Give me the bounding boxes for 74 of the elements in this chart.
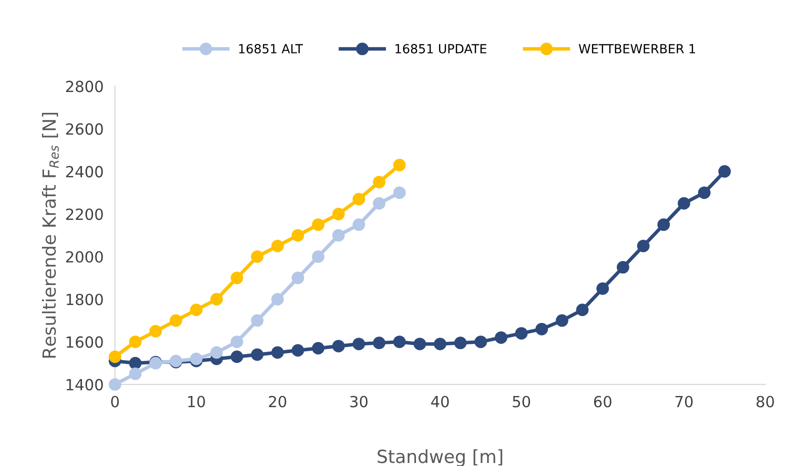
point: [698, 186, 711, 199]
y-tick-label: 1600: [66, 336, 103, 348]
point: [271, 292, 284, 306]
point: [312, 250, 324, 263]
point: [393, 336, 406, 348]
y-tick-label: 2200: [66, 208, 103, 220]
point: [129, 368, 142, 380]
point: [332, 208, 345, 220]
point: [271, 240, 284, 252]
point: [393, 186, 406, 199]
point: [332, 340, 345, 352]
x-tick-label: 60: [594, 396, 612, 408]
point: [312, 342, 324, 354]
x-tick-label: 40: [431, 396, 449, 408]
point: [474, 336, 488, 348]
point: [230, 336, 244, 348]
point: [230, 350, 244, 364]
point: [596, 282, 609, 295]
point: [332, 229, 345, 242]
point: [556, 314, 568, 327]
point: [129, 336, 142, 348]
x-tick-label: 70: [675, 396, 693, 408]
point: [210, 346, 223, 359]
y-axis-title: Resultierende Kraft F$_{Res}$ [N]: [42, 112, 59, 358]
point: [292, 344, 304, 357]
point: [170, 314, 182, 327]
y-tick-label: 1400: [66, 378, 103, 390]
point: [190, 304, 203, 316]
point: [372, 176, 386, 188]
point: [210, 292, 223, 306]
y-tick-label: 2600: [66, 123, 103, 135]
point: [312, 218, 324, 231]
point: [352, 218, 366, 231]
point: [515, 327, 528, 340]
point: [108, 378, 122, 391]
y-tick-label: 2400: [66, 166, 103, 178]
x-tick-label: 80: [756, 396, 774, 408]
point: [718, 165, 731, 178]
x-tick-label: 10: [188, 396, 205, 408]
point: [372, 336, 386, 350]
legend-label: 16851 UPDATE: [396, 44, 486, 54]
x-tick-label: 0: [111, 396, 119, 408]
point: [637, 240, 650, 252]
point: [454, 336, 467, 350]
point: [678, 197, 690, 210]
legend-label: 16851 ALT: [239, 44, 303, 54]
x-tick-label: 50: [512, 396, 530, 408]
point: [393, 158, 406, 172]
point: [616, 261, 630, 274]
point: [352, 338, 366, 350]
point: [414, 338, 426, 350]
point: [292, 272, 304, 284]
point: [108, 350, 122, 364]
point: [271, 346, 284, 359]
x-tick-label: 20: [268, 396, 286, 408]
point: [576, 304, 589, 316]
point: [657, 218, 670, 231]
point: [292, 229, 304, 242]
x-tick-label: 30: [350, 396, 368, 408]
y-tick-label: 1800: [66, 294, 103, 306]
y-tick-label: 2800: [66, 80, 103, 92]
point: [250, 314, 264, 327]
point: [250, 348, 264, 361]
point: [494, 331, 508, 344]
point: [250, 250, 264, 263]
point: [372, 197, 386, 210]
point: [230, 272, 244, 284]
y-tick-label: 2000: [66, 251, 103, 263]
point: [535, 322, 548, 336]
point: [149, 324, 162, 338]
legend-label: WETTBEWERBER 1: [578, 44, 696, 54]
point: [434, 338, 446, 350]
point: [129, 356, 142, 370]
point: [352, 192, 366, 206]
